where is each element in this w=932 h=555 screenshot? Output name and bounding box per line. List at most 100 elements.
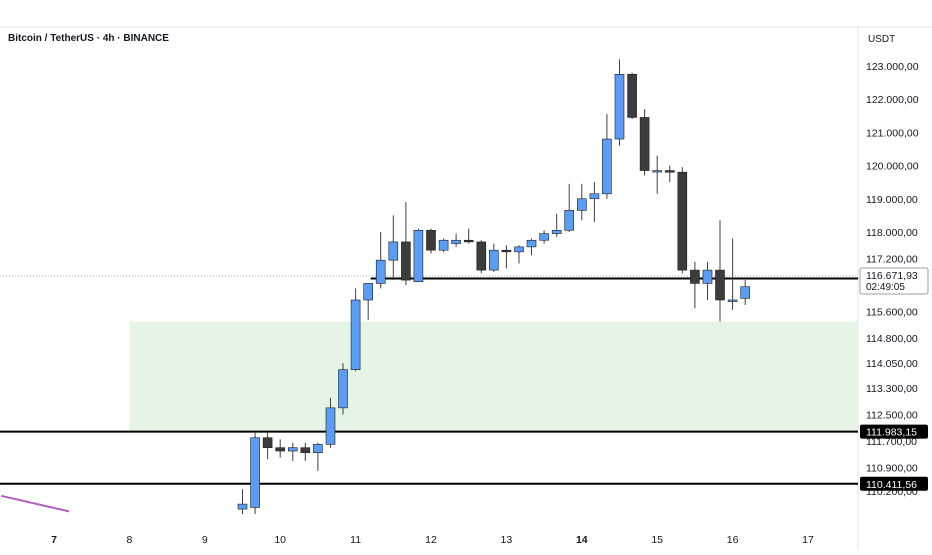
candle[interactable] [740, 280, 750, 305]
candle[interactable] [325, 397, 336, 448]
level-price-label: 111.983,15 [866, 427, 917, 439]
candle-body [740, 286, 750, 299]
time-tick-label: 7 [51, 534, 57, 546]
candle[interactable] [451, 233, 461, 247]
candle[interactable] [350, 288, 361, 372]
candle[interactable] [262, 432, 273, 460]
candle[interactable] [338, 363, 348, 415]
candle[interactable] [413, 228, 424, 283]
candle[interactable] [388, 215, 399, 281]
candle[interactable] [614, 59, 625, 146]
trendline[interactable] [0, 494, 70, 513]
candle-body [350, 299, 361, 370]
time-tick-label: 8 [126, 534, 132, 546]
time-tick-label: 17 [802, 534, 814, 546]
time-tick-label: 10 [274, 534, 286, 546]
candle-body [614, 73, 625, 140]
candle-body [388, 241, 399, 261]
candle-body [451, 239, 461, 244]
candle-body [602, 138, 612, 195]
candle[interactable] [702, 261, 713, 300]
candle[interactable] [526, 238, 537, 256]
candle-body [677, 171, 688, 271]
candle-body [576, 198, 587, 211]
candle-body [250, 437, 260, 508]
candle-body [313, 444, 323, 453]
candle-body [526, 239, 537, 248]
candle-body [363, 283, 373, 301]
candle[interactable] [237, 489, 248, 515]
candle[interactable] [375, 231, 386, 289]
candle[interactable] [727, 238, 738, 310]
candle-body [702, 269, 713, 284]
candle[interactable] [627, 72, 637, 120]
candle-body [551, 229, 562, 234]
price-tick-label: 111.700,00 [866, 436, 917, 448]
candle[interactable] [664, 165, 675, 183]
candle-body [652, 170, 663, 173]
candle-body [300, 447, 311, 453]
candle[interactable] [551, 213, 562, 237]
candle[interactable] [426, 228, 436, 254]
time-tick-label: 13 [501, 534, 513, 546]
price-tick-label: 123.000,00 [866, 61, 919, 73]
price-tick-label: 118.000,00 [866, 227, 918, 239]
time-tick-label: 12 [425, 534, 437, 546]
candle[interactable] [401, 202, 411, 286]
candle-body [589, 193, 600, 200]
candle[interactable] [564, 183, 575, 232]
candle[interactable] [438, 238, 449, 252]
time-tick-label: 15 [651, 534, 663, 546]
candle[interactable] [363, 283, 373, 320]
candles-layer[interactable] [237, 59, 750, 515]
price-axis[interactable]: 123.000,00 122.000,00 121.000,00 120.000,00… [866, 61, 919, 498]
chart-title: Bitcoin / TetherUS · 4h · BINANCE [8, 33, 169, 44]
candle[interactable] [489, 243, 499, 272]
candle[interactable] [476, 240, 487, 274]
candle-body [690, 269, 700, 284]
candle[interactable] [250, 432, 260, 515]
candle[interactable] [275, 439, 286, 458]
level-price-label: 110.411,56 [866, 479, 917, 491]
candle[interactable] [652, 155, 663, 194]
candle[interactable] [539, 230, 549, 244]
price-tick-label: 122.000,00 [866, 94, 919, 106]
candle[interactable] [501, 245, 512, 269]
countdown-label: 02:49:05 [866, 282, 905, 293]
candle-body [413, 229, 424, 283]
time-tick-label: 16 [727, 534, 739, 546]
level-price-tag [860, 424, 928, 439]
price-labels-layer: 116.595,92111.983,15110.411,56116.671,93… [859, 267, 929, 491]
candle-body [438, 239, 449, 251]
candle-body [476, 241, 487, 271]
candle[interactable] [602, 114, 612, 199]
candle-body [401, 241, 411, 281]
candle[interactable] [300, 442, 311, 461]
candle[interactable] [589, 182, 600, 222]
demand-zone-layer [129, 321, 858, 432]
candle[interactable] [690, 261, 700, 309]
candle[interactable] [287, 442, 298, 461]
candle[interactable] [639, 109, 650, 176]
candle[interactable] [677, 167, 688, 274]
candle[interactable] [463, 228, 474, 244]
candle[interactable] [514, 245, 524, 264]
candle-body [539, 233, 549, 241]
candle[interactable] [715, 220, 725, 322]
candle-body [501, 249, 512, 253]
currency-label[interactable]: USDT [868, 34, 896, 45]
candle-body [664, 170, 675, 173]
candle-body [727, 299, 738, 302]
price-tick-label: 120.000,00 [866, 161, 919, 173]
time-axis[interactable]: 7 8 9 10 11 12 13 14 15 16 17 [51, 534, 814, 546]
candle-body [287, 447, 298, 452]
candle[interactable] [576, 183, 587, 221]
current-price-label: 116.671,93 [866, 270, 918, 282]
time-tick-label: 11 [350, 534, 361, 546]
candle-body [463, 239, 474, 243]
candle-body [715, 269, 725, 301]
candle[interactable] [313, 442, 323, 471]
